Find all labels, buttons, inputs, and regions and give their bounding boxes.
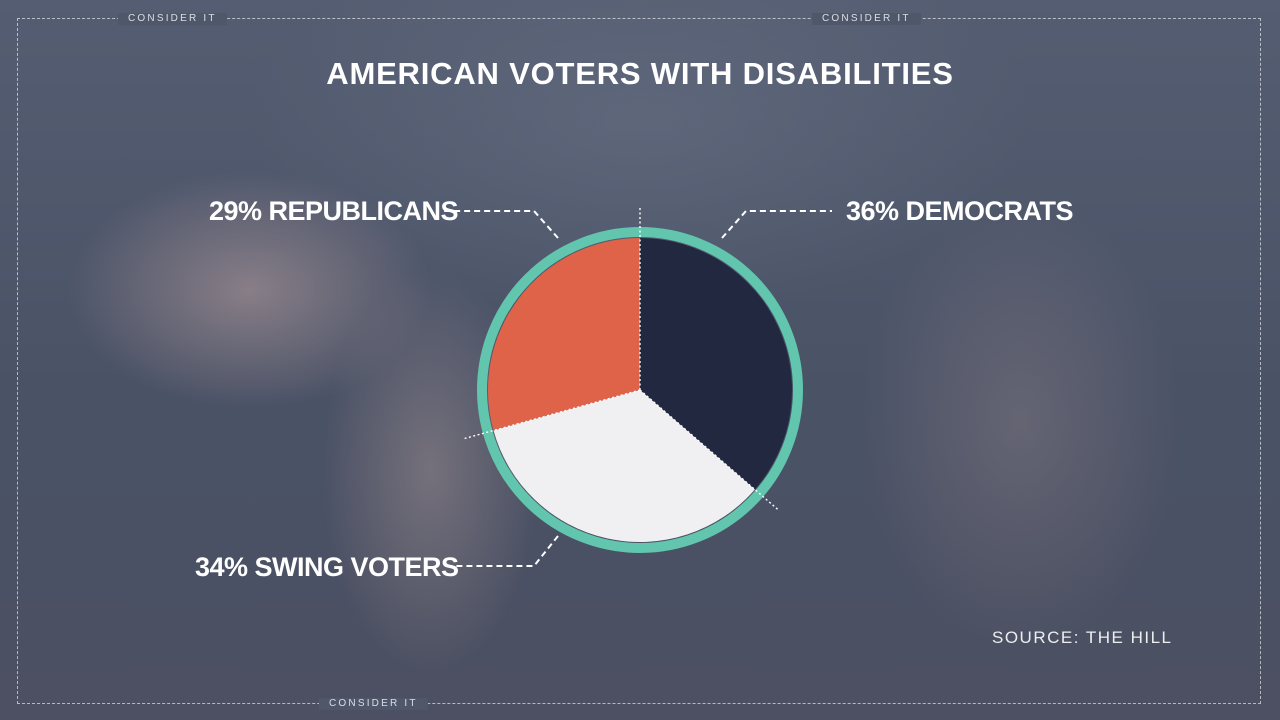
label-democrats: 36% DEMOCRATS [846,196,1074,226]
chart-title: AMERICAN VOTERS WITH DISABILITIES [326,56,954,91]
label-republicans: 29% REPUBLICANS [209,196,459,226]
brand-label-top-left: CONSIDER IT [118,13,227,25]
leader-republicans [444,210,559,239]
label-swing-voters: 34% SWING VOTERS [195,552,459,582]
label-leader-lines [444,210,832,567]
slice-divider [639,389,780,512]
pie-slice-republicans [488,238,640,431]
pie-slices [488,238,793,543]
brand-label-top-right: CONSIDER IT [812,13,921,25]
dashed-frame [17,18,1261,704]
pie-slice-democrats [640,238,793,490]
source-note: SOURCE: THE HILL [992,628,1173,647]
slice-dividers [462,206,780,512]
leader-swing-voters [444,535,559,567]
leader-democrats [721,210,832,239]
brand-label-bottom: CONSIDER IT [319,698,428,710]
pie-slice-swing-voters [493,390,755,543]
slice-divider [462,389,641,440]
